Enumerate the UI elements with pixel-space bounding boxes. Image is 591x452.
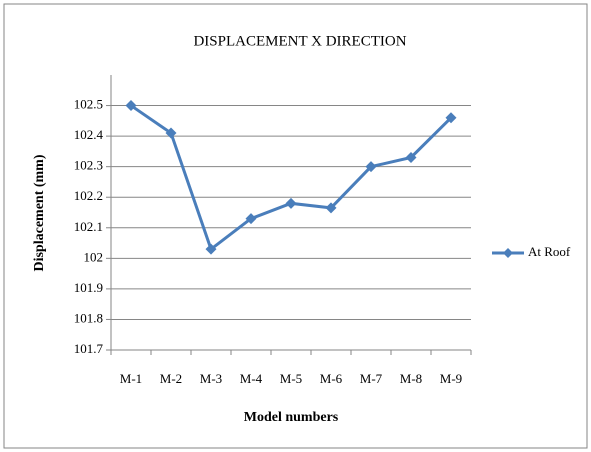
legend-label: At Roof (528, 244, 571, 259)
marker (445, 112, 457, 124)
x-tick-label: M-9 (440, 371, 462, 386)
marker (125, 100, 137, 112)
legend-marker (503, 248, 513, 258)
x-tick-label: M-2 (160, 371, 182, 386)
x-tick-label: M-3 (200, 371, 222, 386)
marker (365, 161, 377, 173)
x-axis-label: Model numbers (244, 410, 339, 425)
x-tick-label: M-7 (360, 371, 383, 386)
y-tick-label: 102 (84, 249, 104, 264)
marker (325, 202, 337, 214)
chart-title: DISPLACEMENT X DIRECTION (193, 33, 406, 49)
marker (245, 213, 257, 225)
x-tick-label: M-4 (240, 371, 263, 386)
y-axis-label: Displacement (mm) (32, 154, 47, 271)
chart-frame (3, 3, 588, 449)
y-tick-label: 102.3 (74, 158, 103, 173)
marker (285, 197, 297, 209)
x-tick-label: M-6 (320, 371, 343, 386)
x-tick-label: M-1 (120, 371, 142, 386)
y-tick-label: 102.5 (74, 97, 103, 112)
marker (205, 243, 217, 255)
x-tick-label: M-8 (400, 371, 422, 386)
y-tick-label: 101.8 (74, 310, 103, 325)
marker (165, 127, 177, 139)
y-tick-label: 102.4 (74, 127, 104, 142)
y-tick-label: 102.1 (74, 219, 103, 234)
y-tick-label: 102.2 (74, 188, 103, 203)
x-tick-label: M-5 (280, 371, 302, 386)
marker (405, 152, 417, 163)
y-tick-label: 101.9 (74, 280, 103, 295)
y-tick-label: 101.7 (74, 341, 104, 356)
